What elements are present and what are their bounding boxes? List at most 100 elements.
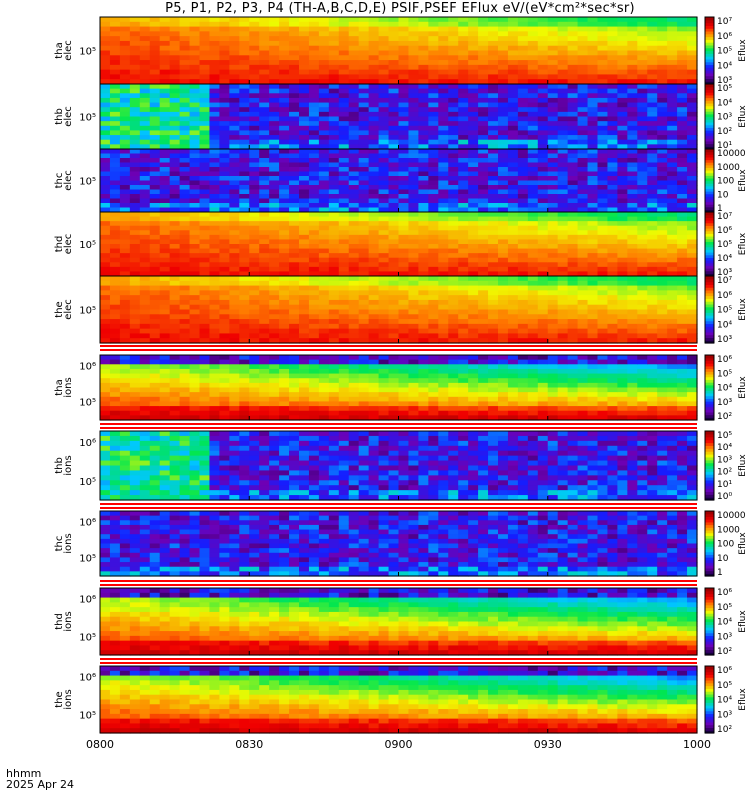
heatmap-cell xyxy=(388,36,400,42)
heatmap-cell xyxy=(637,234,648,241)
heatmap-cell xyxy=(418,373,429,379)
heatmap-cell xyxy=(100,185,111,191)
heatmap-cell xyxy=(567,299,579,306)
heatmap-cell xyxy=(607,64,618,71)
heatmap-cell xyxy=(249,364,260,370)
heatmap-cell xyxy=(368,102,380,108)
heatmap-cell xyxy=(109,406,121,412)
heatmap-cell xyxy=(149,230,161,236)
heatmap-cell xyxy=(607,50,618,56)
heatmap-cell xyxy=(269,212,280,218)
heatmap-cell xyxy=(418,253,429,259)
heatmap-cell xyxy=(149,285,161,291)
heatmap-cell xyxy=(219,88,230,94)
heatmap-cell xyxy=(527,171,539,177)
heatmap-cell xyxy=(249,333,260,339)
heatmap-cell xyxy=(647,257,658,263)
heatmap-cell xyxy=(328,171,340,177)
heatmap-cell xyxy=(209,271,220,277)
heatmap-cell xyxy=(398,40,410,47)
heatmap-cell xyxy=(617,79,628,85)
heatmap-cell xyxy=(507,149,519,155)
heatmap-cell xyxy=(398,276,410,282)
heatmap-cell xyxy=(527,314,539,320)
heatmap-cell xyxy=(378,180,390,186)
heatmap-cell xyxy=(507,257,519,263)
heatmap-cell xyxy=(139,194,151,200)
heatmap-cell xyxy=(279,167,290,173)
heatmap-cell xyxy=(189,171,201,177)
heatmap-cell xyxy=(587,45,599,52)
heatmap-cell xyxy=(667,153,678,159)
heatmap-cell xyxy=(179,280,191,287)
heatmap-cell xyxy=(179,149,191,155)
heatmap-cell xyxy=(677,167,688,173)
heatmap-cell xyxy=(587,84,599,90)
heatmap-cell xyxy=(438,328,449,335)
heatmap-cell xyxy=(438,79,449,85)
heatmap-cell xyxy=(587,230,599,236)
heatmap-cell xyxy=(478,378,489,384)
heatmap-cell xyxy=(249,216,260,222)
heatmap-cell xyxy=(100,167,111,173)
heatmap-cell xyxy=(587,60,599,66)
heatmap-cell xyxy=(189,153,201,159)
heatmap-cell xyxy=(527,36,539,42)
colorbar-cell xyxy=(705,196,714,200)
heatmap-cell xyxy=(139,102,151,108)
heatmap-cell xyxy=(100,262,111,268)
heatmap-cell xyxy=(448,319,459,325)
colorbar-cell xyxy=(705,278,714,283)
heatmap-cell xyxy=(209,314,220,320)
colorbar-cell xyxy=(705,312,714,316)
heatmap-cell xyxy=(398,158,410,164)
heatmap-cell xyxy=(279,290,290,296)
heatmap-cell xyxy=(279,304,290,311)
heatmap-cell xyxy=(478,410,489,416)
heatmap-cell xyxy=(627,167,638,173)
heatmap-cell xyxy=(527,45,539,52)
heatmap-cell xyxy=(179,185,191,191)
heatmap-cell xyxy=(587,239,599,245)
heatmap-cell xyxy=(159,216,171,222)
heatmap-cell xyxy=(179,102,191,108)
heatmap-cell xyxy=(557,130,569,136)
heatmap-cell xyxy=(199,149,211,155)
heatmap-cell xyxy=(567,55,579,61)
heatmap-cell xyxy=(408,158,419,164)
heatmap-cell xyxy=(647,144,658,150)
heatmap-cell xyxy=(199,121,211,127)
heatmap-cell xyxy=(169,355,181,361)
heatmap-cell xyxy=(199,396,211,403)
heatmap-cell xyxy=(617,244,628,250)
heatmap-cell xyxy=(458,203,469,209)
heatmap-cell xyxy=(119,382,131,389)
heatmap-cell xyxy=(139,180,151,186)
heatmap-cell xyxy=(428,55,439,61)
heatmap-cell xyxy=(249,107,260,113)
heatmap-cell xyxy=(677,102,688,108)
heatmap-cell xyxy=(109,253,121,259)
heatmap-cell xyxy=(408,17,419,23)
heatmap-cell xyxy=(239,216,250,222)
heatmap-cell xyxy=(189,230,201,236)
heatmap-cell xyxy=(229,198,240,204)
heatmap-cell xyxy=(328,198,340,204)
heatmap-cell xyxy=(597,21,609,28)
heatmap-cell xyxy=(428,290,439,296)
heatmap-cell xyxy=(338,167,350,173)
heatmap-cell xyxy=(308,314,320,320)
heatmap-cell xyxy=(279,153,290,159)
heatmap-cell xyxy=(557,314,569,320)
heatmap-cell xyxy=(537,176,549,182)
heatmap-cell xyxy=(428,266,439,273)
heatmap-cell xyxy=(378,167,390,173)
heatmap-cell xyxy=(398,262,410,268)
heatmap-cell xyxy=(498,64,509,71)
heatmap-cell xyxy=(189,79,201,85)
heatmap-cell xyxy=(308,176,320,182)
heatmap-cell xyxy=(408,171,419,177)
heatmap-cell xyxy=(179,378,191,384)
heatmap-cell xyxy=(269,93,280,99)
heatmap-cell xyxy=(448,314,459,320)
